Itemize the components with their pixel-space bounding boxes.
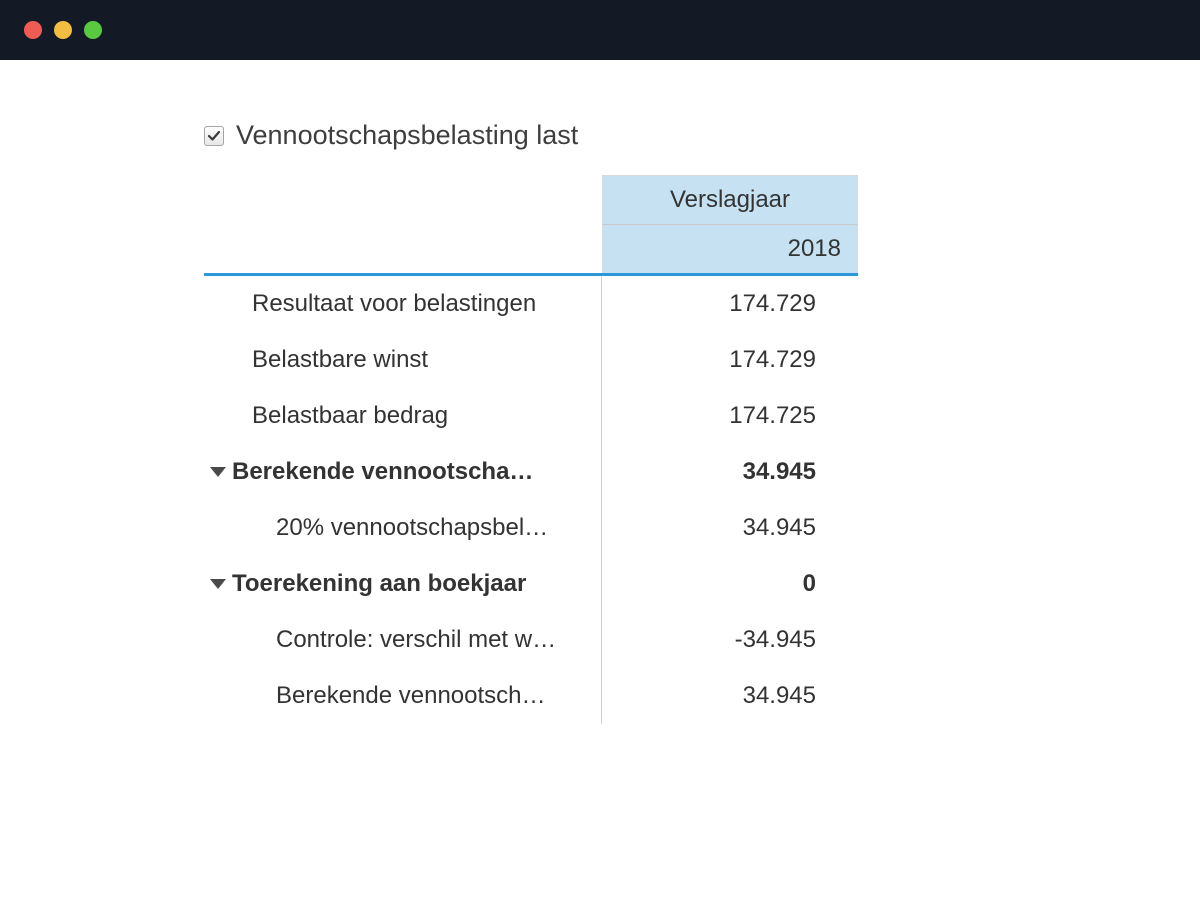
row-label-cell: Belastbare winst bbox=[204, 332, 602, 388]
section-title-row: Vennootschapsbelasting last bbox=[204, 120, 1200, 151]
window-titlebar bbox=[0, 0, 1200, 60]
row-value: 34.945 bbox=[602, 668, 858, 724]
row-value: 174.725 bbox=[602, 388, 858, 444]
table-row[interactable]: 20% vennootschapsbel… 34.945 bbox=[204, 500, 858, 556]
header-spacer bbox=[204, 175, 602, 273]
row-label-cell: 20% vennootschapsbel… bbox=[204, 500, 602, 556]
chevron-down-icon[interactable] bbox=[210, 467, 226, 477]
row-label-cell: Berekende vennootsch… bbox=[204, 668, 602, 724]
row-label: Toerekening aan boekjaar bbox=[232, 570, 526, 598]
table-header: Verslagjaar 2018 bbox=[204, 175, 858, 273]
tax-table: Verslagjaar 2018 Resultaat voor belastin… bbox=[204, 175, 858, 724]
row-label: Resultaat voor belastingen bbox=[252, 290, 536, 318]
row-value: 0 bbox=[602, 556, 858, 612]
row-label: Berekende vennootscha… bbox=[232, 458, 533, 486]
table-row[interactable]: Resultaat voor belastingen 174.729 bbox=[204, 276, 858, 332]
minimize-icon[interactable] bbox=[54, 21, 72, 39]
row-value: 174.729 bbox=[602, 276, 858, 332]
row-value: 174.729 bbox=[602, 332, 858, 388]
row-label-cell: Berekende vennootscha… bbox=[204, 444, 602, 500]
checkmark-icon bbox=[207, 129, 221, 143]
row-label-cell: Resultaat voor belastingen bbox=[204, 276, 602, 332]
row-value: 34.945 bbox=[602, 444, 858, 500]
table-body: Resultaat voor belastingen 174.729 Belas… bbox=[204, 276, 858, 724]
row-label-cell: Toerekening aan boekjaar bbox=[204, 556, 602, 612]
row-value: -34.945 bbox=[602, 612, 858, 668]
column-header-year: 2018 bbox=[602, 224, 858, 273]
row-label-cell: Belastbaar bedrag bbox=[204, 388, 602, 444]
row-label: Belastbare winst bbox=[252, 346, 428, 374]
table-row[interactable]: Belastbare winst 174.729 bbox=[204, 332, 858, 388]
row-value: 34.945 bbox=[602, 500, 858, 556]
table-row[interactable]: Berekende vennootsch… 34.945 bbox=[204, 668, 858, 724]
close-icon[interactable] bbox=[24, 21, 42, 39]
row-label: 20% vennootschapsbel… bbox=[276, 514, 548, 542]
maximize-icon[interactable] bbox=[84, 21, 102, 39]
content-area: Vennootschapsbelasting last Verslagjaar … bbox=[0, 60, 1200, 724]
table-row[interactable]: Controle: verschil met w… -34.945 bbox=[204, 612, 858, 668]
section-checkbox[interactable] bbox=[204, 126, 224, 146]
table-row[interactable]: Berekende vennootscha… 34.945 bbox=[204, 444, 858, 500]
row-label-cell: Controle: verschil met w… bbox=[204, 612, 602, 668]
table-row[interactable]: Toerekening aan boekjaar 0 bbox=[204, 556, 858, 612]
table-row[interactable]: Belastbaar bedrag 174.725 bbox=[204, 388, 858, 444]
section-title: Vennootschapsbelasting last bbox=[236, 120, 578, 151]
chevron-down-icon[interactable] bbox=[210, 579, 226, 589]
row-label: Controle: verschil met w… bbox=[276, 626, 556, 654]
row-label: Berekende vennootsch… bbox=[276, 682, 546, 710]
row-label: Belastbaar bedrag bbox=[252, 402, 448, 430]
column-header-period: Verslagjaar bbox=[602, 175, 858, 224]
